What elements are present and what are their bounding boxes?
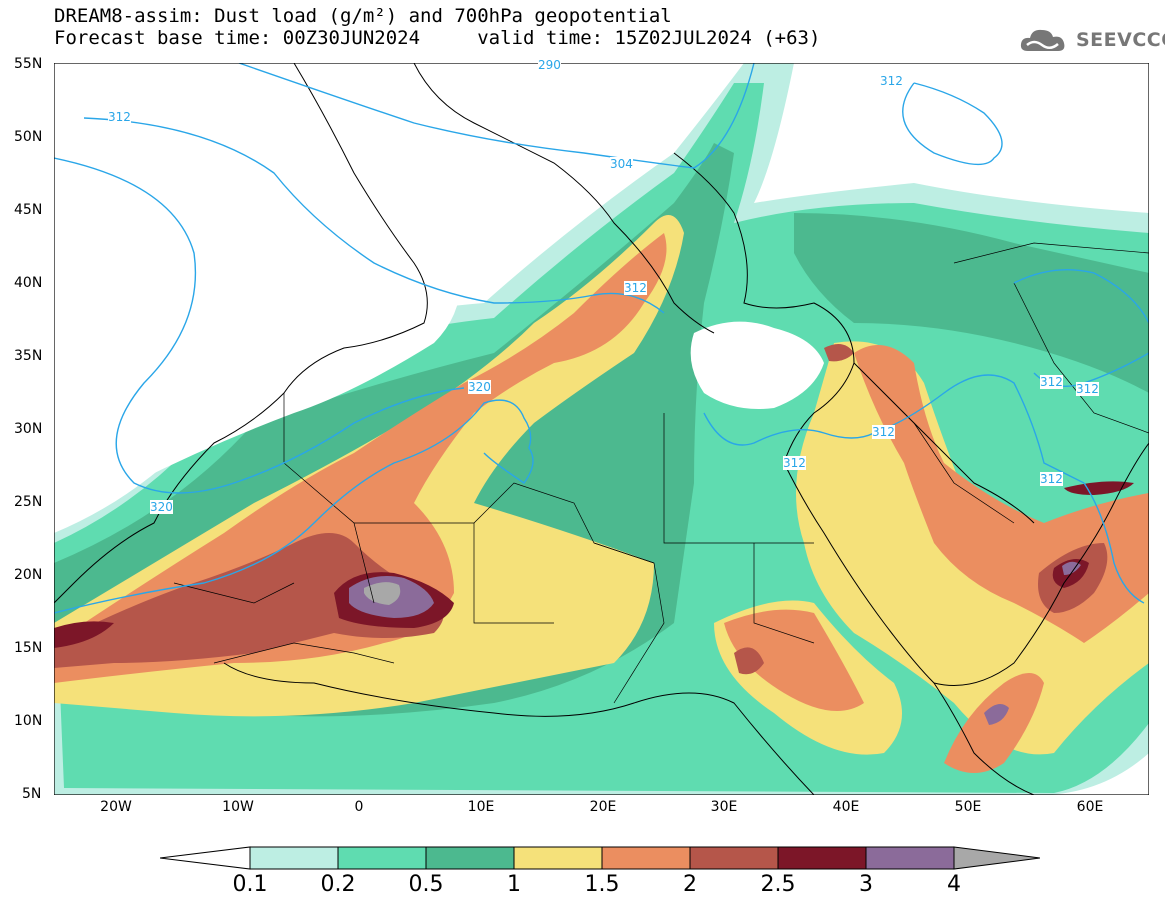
clear-mediterranean — [690, 321, 824, 409]
contour-label: 312 — [783, 456, 806, 470]
colorbar-label: 2 — [683, 872, 697, 897]
lon-label: 50E — [954, 799, 982, 815]
colorbar-bin-0.5 — [425, 846, 515, 870]
contour-label: 312 — [108, 110, 131, 124]
colorbar-label: 3 — [859, 872, 873, 897]
contour-label: 320 — [468, 380, 491, 394]
lat-label: 55N — [14, 56, 43, 72]
colorbar-bin-0.2 — [337, 846, 427, 870]
lon-label: 20E — [589, 799, 617, 815]
contour-label: 320 — [150, 500, 173, 514]
dust-layer-2-lebanon — [824, 344, 854, 362]
contour-label: 312 — [1076, 382, 1099, 396]
lat-label: 35N — [14, 348, 43, 364]
lat-label: 5N — [22, 786, 42, 802]
colorbar-high-arrow — [953, 846, 1040, 870]
contour-label: 304 — [610, 157, 633, 171]
dust-layer-3-somalia — [984, 704, 1009, 725]
seevccc-logo: SEEVCCC — [1018, 22, 1165, 58]
dust-layer-2.5-b — [54, 621, 114, 648]
cloud-icon — [1020, 29, 1065, 51]
country-borders — [173, 242, 1149, 704]
clear-west — [54, 63, 461, 513]
dust-layer-3-oman — [1062, 561, 1081, 575]
lat-label: 20N — [14, 567, 43, 583]
lon-label: 60E — [1076, 799, 1104, 815]
contour-label: 312 — [872, 425, 895, 439]
dust-layer-2-ethiopia — [734, 647, 764, 675]
colorbar-label: 0.2 — [320, 872, 356, 897]
colorbar-bin-1.5 — [601, 846, 691, 870]
contour-label: 312 — [624, 281, 647, 295]
lon-label: 10E — [467, 799, 495, 815]
colorbar-bin-2 — [689, 846, 779, 870]
colorbar-bin-2.5 — [777, 846, 867, 870]
colorbar-label: 0.1 — [232, 872, 268, 897]
colorbar-bin-1 — [513, 846, 603, 870]
colorbar-label: 2.5 — [760, 872, 796, 897]
lon-label: 20W — [100, 799, 132, 815]
colorbar-label: 4 — [947, 872, 961, 897]
lon-label: 0 — [354, 799, 364, 815]
colorbar-bin-3 — [865, 846, 955, 870]
map-title: DREAM8-assim: Dust load (g/m²) and 700hP… — [54, 5, 672, 27]
colorbar-label: 0.5 — [408, 872, 444, 897]
lat-label: 15N — [14, 640, 43, 656]
contour-label: 312 — [1040, 472, 1063, 486]
contour-label: 312 — [880, 74, 903, 88]
dust-layer-1.5 — [54, 233, 667, 683]
map-subtitle-times: Forecast base time: 00Z30JUN2024 valid t… — [54, 27, 821, 49]
lat-label: 40N — [14, 275, 43, 291]
colorbar — [160, 846, 1040, 870]
dust-layer-1.5-horn — [724, 609, 864, 711]
lat-label: 50N — [14, 129, 43, 145]
colorbar-label: 1 — [507, 872, 521, 897]
colorbar-bin-0.1 — [249, 846, 339, 870]
colorbar-low-arrow — [160, 846, 251, 870]
contour-label: 290 — [538, 58, 561, 72]
lat-label: 10N — [14, 713, 43, 729]
dust-map — [54, 63, 1149, 795]
dust-layer-2 — [54, 533, 444, 668]
dust-layer-2.5-gulf — [1064, 481, 1134, 495]
lat-label: 25N — [14, 494, 43, 510]
colorbar-label: 1.5 — [584, 872, 620, 897]
lat-label: 30N — [14, 421, 43, 437]
dust-layer-0.5-east — [794, 213, 1149, 393]
lat-label: 45N — [14, 202, 43, 218]
lon-label: 10W — [222, 799, 254, 815]
contour-label: 312 — [1040, 375, 1063, 389]
lon-label: 30E — [710, 799, 738, 815]
lon-label: 40E — [832, 799, 860, 815]
logo-text: SEEVCCC — [1076, 29, 1165, 51]
